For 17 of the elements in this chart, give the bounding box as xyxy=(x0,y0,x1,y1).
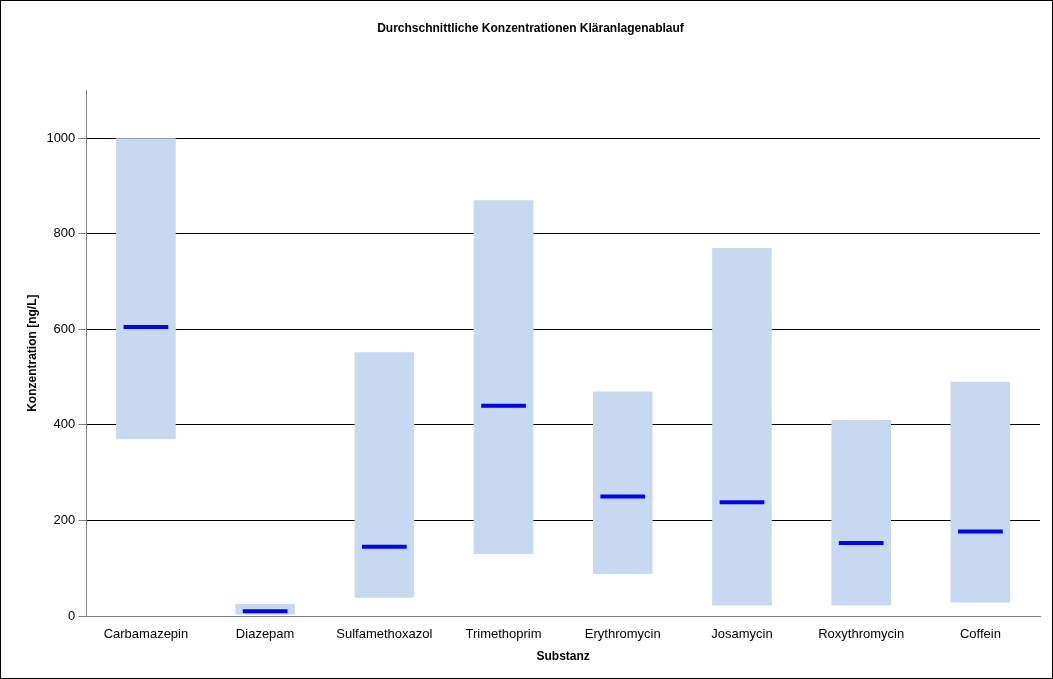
y-tick-label: 400 xyxy=(53,416,76,432)
chart-title: Durchschnittliche Konzentrationen Kläranlagenablauf xyxy=(377,20,685,35)
y-tick-label: 200 xyxy=(53,512,76,528)
y-tick-label: 1000 xyxy=(46,129,76,145)
x-axis-title: Substanz xyxy=(536,649,590,664)
x-tick-label: Coffein xyxy=(959,626,1001,642)
x-tick-label: Carbamazepin xyxy=(103,626,189,642)
y-tick-label: 800 xyxy=(53,225,76,241)
x-tick-label: Diazepam xyxy=(235,626,295,642)
x-tick-label: Roxythromycin xyxy=(818,626,905,642)
y-axis-title: Konzentration [ng/L] xyxy=(24,294,39,412)
x-tick-label: Erythromycin xyxy=(584,626,661,642)
x-tick-label: Josamycin xyxy=(711,626,773,642)
x-tick-label: Sulfamethoxazol xyxy=(336,626,433,642)
y-tick-label: 0 xyxy=(68,607,76,623)
y-tick-label: 600 xyxy=(53,320,76,336)
x-tick-label: Trimethoprim xyxy=(465,626,542,642)
